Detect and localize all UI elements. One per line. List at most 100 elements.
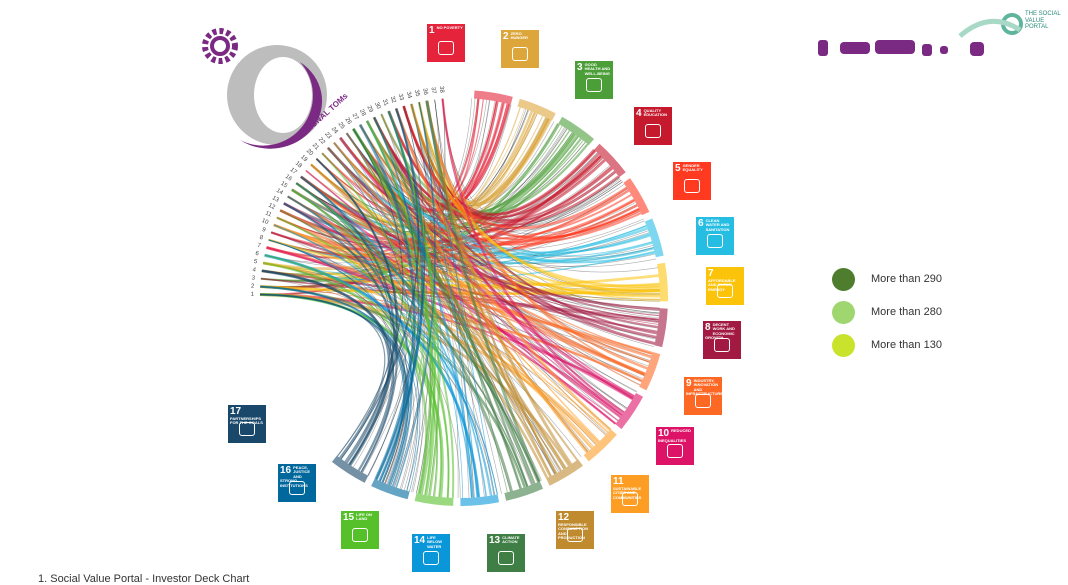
tom-label: 38 xyxy=(438,86,445,94)
legend-label: More than 280 xyxy=(871,306,942,318)
goal-number: 16 xyxy=(280,465,292,476)
tom-label: 21 xyxy=(311,142,320,151)
chord xyxy=(333,142,661,301)
goal-arc xyxy=(657,262,668,302)
goal-arc xyxy=(615,392,644,430)
logo-hole xyxy=(254,57,312,133)
chord xyxy=(291,189,541,482)
goal-icon: 12 RESPONSIBLE CONSUMPTION AND PRODUCTION xyxy=(556,511,594,549)
goal-glyph xyxy=(498,551,514,565)
goal-number: 6 xyxy=(698,218,704,229)
tom-label: 11 xyxy=(264,210,273,218)
tom-label: 34 xyxy=(405,91,413,100)
chord xyxy=(425,100,648,370)
tom-label: 31 xyxy=(381,98,389,107)
goal-title: LIFE ON LAND xyxy=(356,512,372,522)
chord xyxy=(410,103,478,498)
goal-icon: 3 GOOD HEALTH AND WELL-BEING xyxy=(575,61,613,99)
tom-label: 8 xyxy=(259,235,265,242)
legend-item: More than 130 xyxy=(832,333,942,357)
goal-icon: 8 DECENT WORK AND ECONOMIC GROWTH xyxy=(703,321,741,359)
goal-arc xyxy=(654,308,668,348)
goal-title: ZERO HUNGER xyxy=(510,31,528,41)
footer: 1. Social Value Portal - Investor Deck C… xyxy=(38,573,250,585)
goal-icon: 7 AFFORDABLE AND CLEAN ENERGY xyxy=(706,267,744,305)
goal-number: 10 xyxy=(658,428,670,439)
goal-icon: 11 SUSTAINABLE CITIES AND COMMUNITIES xyxy=(611,475,649,513)
goal-icon: 4 QUALITY EDUCATION xyxy=(634,107,672,145)
chord xyxy=(367,105,426,476)
goal-icon: 15 LIFE ON LAND xyxy=(341,511,379,549)
tom-label: 28 xyxy=(358,109,367,118)
tom-label: 2 xyxy=(251,284,255,290)
goal-glyph xyxy=(667,444,683,458)
runners xyxy=(818,40,984,56)
goal-arc xyxy=(414,493,454,506)
tom-label: 27 xyxy=(351,113,360,122)
chord xyxy=(425,100,541,483)
goal-arc xyxy=(331,455,369,483)
portal-wave xyxy=(958,18,1022,38)
goal-title: REDUCED INEQUALITIES xyxy=(658,428,691,443)
goal-title: QUALITY EDUCATION xyxy=(643,108,668,118)
chord xyxy=(373,116,656,344)
goal-number: 11 xyxy=(613,476,624,487)
chord xyxy=(260,293,386,459)
goal-number: 5 xyxy=(675,163,681,174)
chord xyxy=(261,269,391,466)
goal-number: 2 xyxy=(503,31,509,42)
goal-arc xyxy=(546,459,583,486)
chord xyxy=(373,116,529,487)
goal-glyph xyxy=(423,551,439,565)
tom-label: 25 xyxy=(337,121,346,130)
goal-number: 8 xyxy=(705,322,711,333)
goal-glyph xyxy=(684,179,700,193)
goal-glyph xyxy=(695,394,711,408)
goal-title: GENDER EQUALITY xyxy=(682,163,703,173)
tom-label: 12 xyxy=(267,203,276,212)
chord xyxy=(276,216,562,471)
chord xyxy=(352,128,535,485)
goal-glyph xyxy=(645,124,661,138)
chord xyxy=(337,128,404,457)
tom-label: 5 xyxy=(253,259,258,266)
goal-icon: 16 PEACE, JUSTICE AND STRONG INSTITUTIONS xyxy=(278,464,316,502)
tom-label: 24 xyxy=(330,126,339,135)
goal-glyph xyxy=(352,528,368,542)
tom-label: 20 xyxy=(305,148,314,157)
goal-icon: 1 NO POVERTY xyxy=(427,24,465,62)
goal-number: 17 xyxy=(230,406,242,417)
goal-glyph xyxy=(239,422,255,436)
chord xyxy=(394,108,612,432)
goal-arc xyxy=(371,478,410,500)
goal-glyph xyxy=(567,528,583,542)
legend-swatch xyxy=(832,333,855,357)
chord xyxy=(300,175,395,464)
goal-icon: 2 ZERO HUNGER xyxy=(501,30,539,68)
goal-icon: 10 REDUCED INEQUALITIES xyxy=(656,427,694,465)
tom-label: 3 xyxy=(251,275,256,281)
goal-arc xyxy=(644,218,664,258)
tom-label: 7 xyxy=(257,243,262,250)
legend-item: More than 280 xyxy=(832,300,942,324)
tom-label: 32 xyxy=(389,96,397,105)
chord xyxy=(373,117,635,397)
tom-label: 30 xyxy=(373,102,381,111)
goal-title: LIFE BELOW WATER xyxy=(427,535,443,549)
goal-number: 15 xyxy=(343,512,355,523)
goal-arc xyxy=(639,351,661,391)
tom-label: 17 xyxy=(289,167,298,176)
tom-label: 14 xyxy=(275,188,284,197)
tom-label: 29 xyxy=(365,105,374,114)
chord xyxy=(365,120,433,494)
tom-label: 33 xyxy=(397,93,405,102)
goal-glyph xyxy=(586,78,602,92)
chord xyxy=(373,117,420,482)
tom-label: 18 xyxy=(294,161,303,170)
goal-number: 9 xyxy=(686,378,692,389)
goal-arc xyxy=(460,494,500,506)
tom-label: 26 xyxy=(344,117,353,126)
goal-glyph xyxy=(622,492,638,506)
